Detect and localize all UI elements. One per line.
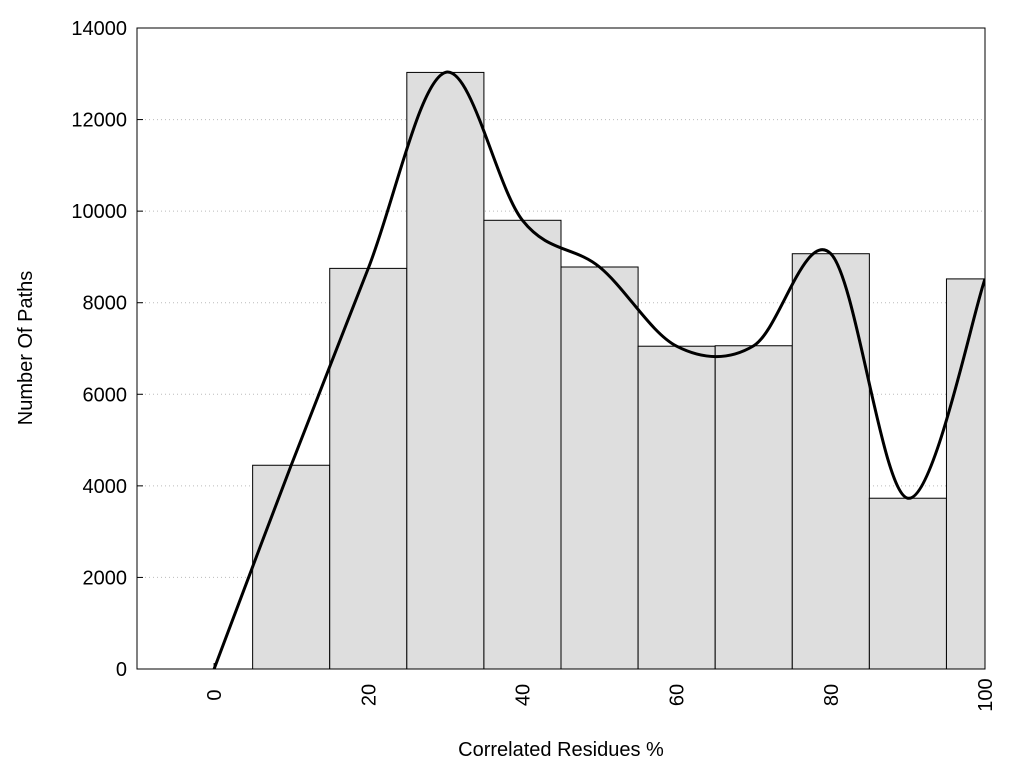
y-tick-label: 14000 — [71, 18, 127, 40]
y-tick-label: 12000 — [71, 110, 127, 132]
bars — [252, 71, 985, 669]
y-tick-label: 6000 — [83, 384, 128, 406]
bar — [714, 345, 793, 669]
plot-frame — [136, 27, 986, 670]
x-tick-label: 20 — [358, 684, 380, 706]
x-axis-label: Correlated Residues % — [458, 739, 664, 761]
y-tick-label: 0 — [116, 659, 127, 681]
y-tick-label: 10000 — [71, 201, 127, 223]
y-tick-label: 8000 — [83, 293, 128, 315]
bar — [791, 253, 870, 669]
bar — [406, 71, 485, 669]
bar — [252, 464, 331, 669]
bar — [483, 219, 562, 669]
x-tick-label: 100 — [975, 678, 997, 711]
y-tick-label: 2000 — [83, 567, 128, 589]
y-tick-label: 4000 — [83, 476, 128, 498]
y-axis-label: Number Of Paths — [15, 271, 37, 426]
bar — [868, 497, 947, 669]
x-tick-label: 60 — [667, 684, 689, 706]
x-tick-label: 80 — [821, 684, 843, 706]
x-tick-label: 40 — [512, 684, 534, 706]
x-tick-label: 0 — [204, 689, 226, 700]
bar — [329, 267, 408, 669]
line — [212, 70, 985, 669]
bar — [637, 345, 716, 669]
bar — [560, 266, 639, 669]
